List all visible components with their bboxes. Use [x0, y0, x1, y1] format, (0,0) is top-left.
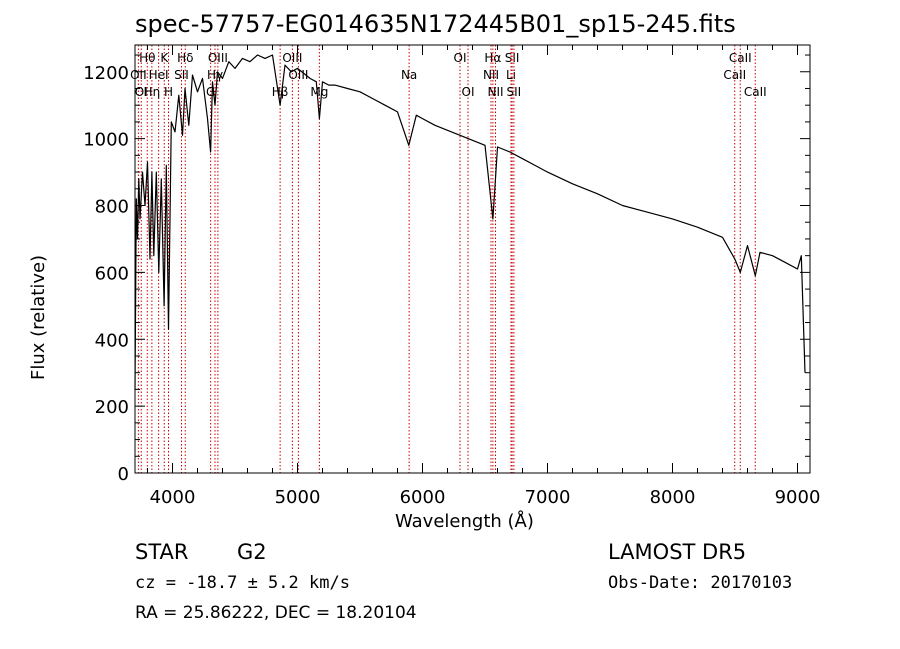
- y-axis-label: Flux (relative): [28, 254, 49, 380]
- line-label-2: Hδ: [177, 51, 193, 65]
- line-label-19: Hη: [144, 85, 161, 99]
- spectral-subclass: G2: [237, 540, 267, 564]
- coordinates: RA = 25.86222, DEC = 18.20104: [135, 603, 417, 623]
- line-label-15: NII: [483, 68, 499, 82]
- line-label-20: H: [164, 85, 173, 99]
- line-label-27: CaII: [744, 85, 767, 99]
- line-label-17: CaII: [723, 68, 746, 82]
- y-tick-label-0: 0: [118, 464, 129, 485]
- y-tick-label-1: 200: [95, 397, 129, 418]
- x-tick-label-5: 9000: [775, 487, 821, 508]
- survey-name: LAMOST DR5: [608, 540, 747, 564]
- x-axis-label: Wavelength (Å): [395, 511, 534, 532]
- y-tick-label-3: 600: [95, 263, 129, 284]
- line-label-23: Mg: [310, 85, 328, 99]
- line-label-0: Hθ: [139, 51, 155, 65]
- line-label-26: SII: [507, 85, 522, 99]
- line-label-9: OII: [130, 68, 147, 82]
- line-label-6: Hα: [484, 51, 501, 65]
- y-tick-label-2: 400: [95, 330, 129, 351]
- line-label-1: K: [160, 51, 169, 65]
- line-label-21: G: [206, 85, 215, 99]
- x-tick-label-0: 4000: [150, 487, 196, 508]
- redshift-label: cz = -18.7 ± 5.2 km/s: [135, 573, 350, 593]
- line-label-22: Hβ: [272, 85, 289, 99]
- plot-frame: [134, 44, 811, 474]
- line-label-3: OIII: [208, 51, 228, 65]
- y-tick-label-6: 1200: [83, 63, 129, 84]
- line-label-10: HeI: [149, 68, 169, 82]
- x-tick-label-1: 5000: [275, 487, 321, 508]
- line-label-12: Hγ: [207, 68, 223, 82]
- x-tick-label-2: 6000: [400, 487, 446, 508]
- spectrum-series-line: [134, 54, 806, 390]
- line-label-7: SII: [505, 51, 520, 65]
- y-tick-label-4: 800: [95, 197, 129, 218]
- x-tick-label-4: 8000: [650, 487, 696, 508]
- line-label-13: OIII: [288, 68, 308, 82]
- line-label-5: OI: [454, 51, 467, 65]
- line-label-11: SII: [174, 68, 189, 82]
- line-label-8: CaII: [729, 51, 752, 65]
- chart-title: spec-57757-EG014635N172445B01_sp15-245.f…: [135, 10, 736, 38]
- obs-date: Obs-Date: 20170103: [608, 573, 793, 593]
- line-label-4: OIII: [282, 51, 302, 65]
- line-label-25: NII: [487, 85, 503, 99]
- x-tick-label-3: 7000: [525, 487, 571, 508]
- object-class: STAR: [135, 540, 189, 564]
- y-tick-label-5: 1000: [83, 130, 129, 151]
- line-label-14: Na: [401, 68, 417, 82]
- line-label-24: OI: [462, 85, 475, 99]
- line-label-16: Li: [506, 68, 516, 82]
